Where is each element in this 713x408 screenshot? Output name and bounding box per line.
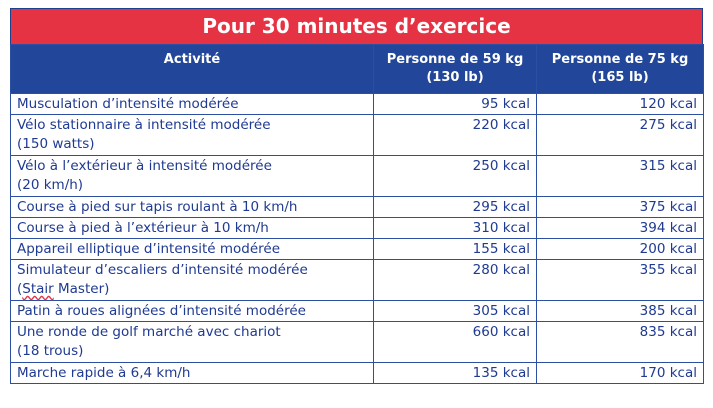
table-row: Appareil elliptique d’intensité modérée … — [10, 238, 704, 260]
kcal-59-cell: 95 kcal — [373, 93, 537, 115]
kcal-59-cell: 250 kcal — [373, 155, 537, 197]
kcal-59-cell: 280 kcal — [373, 259, 537, 301]
table-row: Vélo à l’extérieur à intensité modérée (… — [10, 155, 704, 197]
activity-cell: Vélo à l’extérieur à intensité modérée (… — [10, 155, 374, 197]
table-row: Une ronde de golf marché avec chariot (1… — [10, 321, 704, 363]
kcal-59-cell: 135 kcal — [373, 362, 537, 384]
activity-line1: Simulateur d’escaliers d’intensité modér… — [17, 262, 308, 278]
activity-line2: (18 trous) — [17, 343, 84, 359]
calorie-table-sheet: Pour 30 minutes d’exercice Activité Pers… — [10, 8, 704, 384]
kcal-75-cell: 375 kcal — [536, 196, 704, 218]
kcal-75-cell: 394 kcal — [536, 217, 704, 239]
kcal-75-cell: 835 kcal — [536, 321, 704, 363]
kcal-59-cell: 155 kcal — [373, 238, 537, 260]
kcal-59-cell: 660 kcal — [373, 321, 537, 363]
activity-cell: Simulateur d’escaliers d’intensité modér… — [10, 259, 374, 301]
kcal-75-cell: 120 kcal — [536, 93, 704, 115]
activity-line1: Une ronde de golf marché avec chariot — [17, 324, 281, 340]
kcal-59-cell: 305 kcal — [373, 300, 537, 322]
kcal-59-cell: 310 kcal — [373, 217, 537, 239]
activity-line2: (20 km/h) — [17, 177, 84, 193]
activity-line2-rest: Master) — [53, 281, 110, 297]
activity-cell: Une ronde de golf marché avec chariot (1… — [10, 321, 374, 363]
table-row: Vélo stationnaire à intensité modérée (1… — [10, 114, 704, 156]
kcal-59-cell: 295 kcal — [373, 196, 537, 218]
table-row: Patin à roues alignées d’intensité modér… — [10, 300, 704, 322]
table-row: Musculation d’intensité modérée 95 kcal … — [10, 93, 704, 115]
header-75kg-line1: Personne de 75 kg — [551, 52, 689, 67]
calorie-table: Activité Personne de 59 kg (130 lb) Pers… — [10, 44, 704, 384]
activity-cell: Appareil elliptique d’intensité modérée — [10, 238, 374, 260]
table-row: Marche rapide à 6,4 km/h 135 kcal 170 kc… — [10, 362, 704, 384]
paren-open: ( — [17, 281, 23, 297]
activity-cell: Marche rapide à 6,4 km/h — [10, 362, 374, 384]
table-title: Pour 30 minutes d’exercice — [10, 8, 703, 44]
activity-line2: (150 watts) — [17, 136, 95, 152]
header-59kg-line1: Personne de 59 kg — [386, 52, 524, 67]
activity-cell: Musculation d’intensité modérée — [10, 93, 374, 115]
kcal-59-cell: 220 kcal — [373, 114, 537, 156]
table-row: Course à pied à l’extérieur à 10 km/h 31… — [10, 217, 704, 239]
activity-line1: Vélo à l’extérieur à intensité modérée — [17, 158, 272, 174]
header-activity: Activité — [10, 44, 374, 94]
table-row: Simulateur d’escaliers d’intensité modér… — [10, 259, 704, 301]
activity-line2: (Stair Master) — [17, 280, 367, 299]
header-person-75kg: Personne de 75 kg (165 lb) — [536, 44, 704, 94]
header-59kg-line2: (130 lb) — [426, 70, 484, 85]
activity-cell: Vélo stationnaire à intensité modérée (1… — [10, 114, 374, 156]
kcal-75-cell: 315 kcal — [536, 155, 704, 197]
spellcheck-word: Stair — [22, 281, 54, 297]
activity-cell: Course à pied à l’extérieur à 10 km/h — [10, 217, 374, 239]
kcal-75-cell: 385 kcal — [536, 300, 704, 322]
activity-cell: Patin à roues alignées d’intensité modér… — [10, 300, 374, 322]
activity-cell: Course à pied sur tapis roulant à 10 km/… — [10, 196, 374, 218]
kcal-75-cell: 355 kcal — [536, 259, 704, 301]
kcal-75-cell: 275 kcal — [536, 114, 704, 156]
header-row: Activité Personne de 59 kg (130 lb) Pers… — [10, 44, 704, 94]
header-75kg-line2: (165 lb) — [591, 70, 649, 85]
table-row: Course à pied sur tapis roulant à 10 km/… — [10, 196, 704, 218]
header-person-59kg: Personne de 59 kg (130 lb) — [373, 44, 537, 94]
activity-line1: Vélo stationnaire à intensité modérée — [17, 117, 271, 133]
kcal-75-cell: 200 kcal — [536, 238, 704, 260]
kcal-75-cell: 170 kcal — [536, 362, 704, 384]
